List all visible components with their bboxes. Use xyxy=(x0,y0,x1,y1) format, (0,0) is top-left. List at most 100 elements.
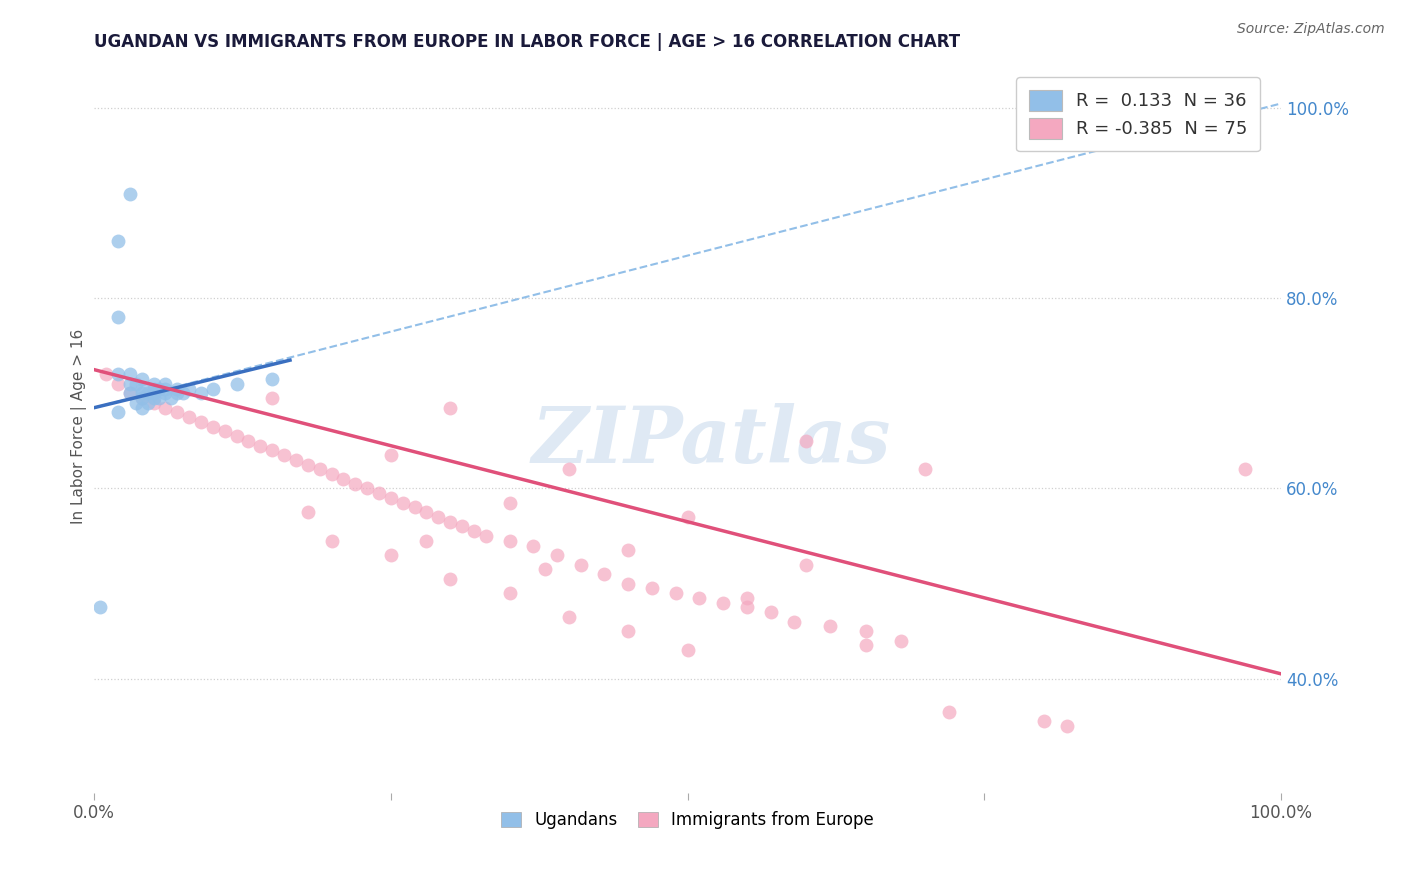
Point xyxy=(415,533,437,548)
Point xyxy=(735,600,758,615)
Point xyxy=(131,372,153,386)
Point xyxy=(380,448,402,462)
Point xyxy=(262,372,284,386)
Point xyxy=(380,548,402,562)
Point xyxy=(439,572,461,586)
Point xyxy=(676,643,699,657)
Point xyxy=(179,410,201,425)
Point xyxy=(404,500,426,515)
Point xyxy=(262,391,284,405)
Point xyxy=(107,376,129,391)
Point xyxy=(593,567,616,582)
Point xyxy=(558,462,581,476)
Point xyxy=(131,401,153,415)
Point xyxy=(131,391,153,405)
Point xyxy=(711,595,734,609)
Point xyxy=(94,368,117,382)
Point xyxy=(439,401,461,415)
Point xyxy=(676,510,699,524)
Point xyxy=(201,419,224,434)
Point xyxy=(451,519,474,533)
Point xyxy=(89,600,111,615)
Point xyxy=(498,496,520,510)
Point xyxy=(914,462,936,476)
Point xyxy=(238,434,260,448)
Point xyxy=(534,562,557,576)
Point xyxy=(155,401,177,415)
Point xyxy=(794,434,817,448)
Point xyxy=(427,510,450,524)
Point xyxy=(131,382,153,396)
Point xyxy=(415,505,437,519)
Point xyxy=(321,467,343,482)
Point xyxy=(125,396,148,410)
Point xyxy=(142,376,165,391)
Point xyxy=(262,443,284,458)
Point xyxy=(344,476,367,491)
Point xyxy=(160,391,183,405)
Point xyxy=(118,368,141,382)
Point xyxy=(546,548,568,562)
Point xyxy=(1056,719,1078,733)
Point xyxy=(380,491,402,505)
Point xyxy=(131,391,153,405)
Point xyxy=(166,382,188,396)
Point xyxy=(297,458,319,472)
Point xyxy=(148,391,170,405)
Point xyxy=(498,533,520,548)
Point xyxy=(1032,714,1054,729)
Point xyxy=(498,586,520,600)
Point xyxy=(688,591,710,605)
Point xyxy=(148,382,170,396)
Point xyxy=(617,624,640,638)
Point xyxy=(938,705,960,719)
Point xyxy=(617,576,640,591)
Point xyxy=(172,386,194,401)
Point xyxy=(783,615,806,629)
Point xyxy=(284,453,307,467)
Point xyxy=(368,486,391,500)
Point xyxy=(1234,462,1257,476)
Point xyxy=(641,582,664,596)
Point xyxy=(463,524,485,539)
Point xyxy=(201,382,224,396)
Point xyxy=(142,386,165,401)
Point xyxy=(249,439,271,453)
Legend: Ugandans, Immigrants from Europe: Ugandans, Immigrants from Europe xyxy=(495,805,880,836)
Point xyxy=(321,533,343,548)
Text: Source: ZipAtlas.com: Source: ZipAtlas.com xyxy=(1237,22,1385,37)
Point xyxy=(475,529,498,543)
Y-axis label: In Labor Force | Age > 16: In Labor Force | Age > 16 xyxy=(72,329,87,524)
Point xyxy=(179,382,201,396)
Text: UGANDAN VS IMMIGRANTS FROM EUROPE IN LABOR FORCE | AGE > 16 CORRELATION CHART: UGANDAN VS IMMIGRANTS FROM EUROPE IN LAB… xyxy=(94,33,960,51)
Point xyxy=(155,382,177,396)
Point xyxy=(439,515,461,529)
Point xyxy=(118,186,141,201)
Point xyxy=(308,462,330,476)
Point xyxy=(522,539,544,553)
Point xyxy=(125,376,148,391)
Point xyxy=(297,505,319,519)
Point xyxy=(558,609,581,624)
Point xyxy=(155,376,177,391)
Point xyxy=(214,425,236,439)
Point xyxy=(155,386,177,401)
Point xyxy=(890,633,912,648)
Point xyxy=(166,386,188,401)
Point xyxy=(735,591,758,605)
Point xyxy=(273,448,295,462)
Point xyxy=(855,638,877,652)
Point xyxy=(391,496,413,510)
Point xyxy=(118,386,141,401)
Point xyxy=(136,386,159,401)
Point xyxy=(332,472,354,486)
Point xyxy=(142,391,165,405)
Point xyxy=(225,429,247,443)
Point xyxy=(190,415,212,429)
Text: ZIPatlas: ZIPatlas xyxy=(531,403,891,480)
Point xyxy=(118,376,141,391)
Point xyxy=(190,386,212,401)
Point xyxy=(818,619,841,633)
Point xyxy=(759,605,782,619)
Point xyxy=(131,386,153,401)
